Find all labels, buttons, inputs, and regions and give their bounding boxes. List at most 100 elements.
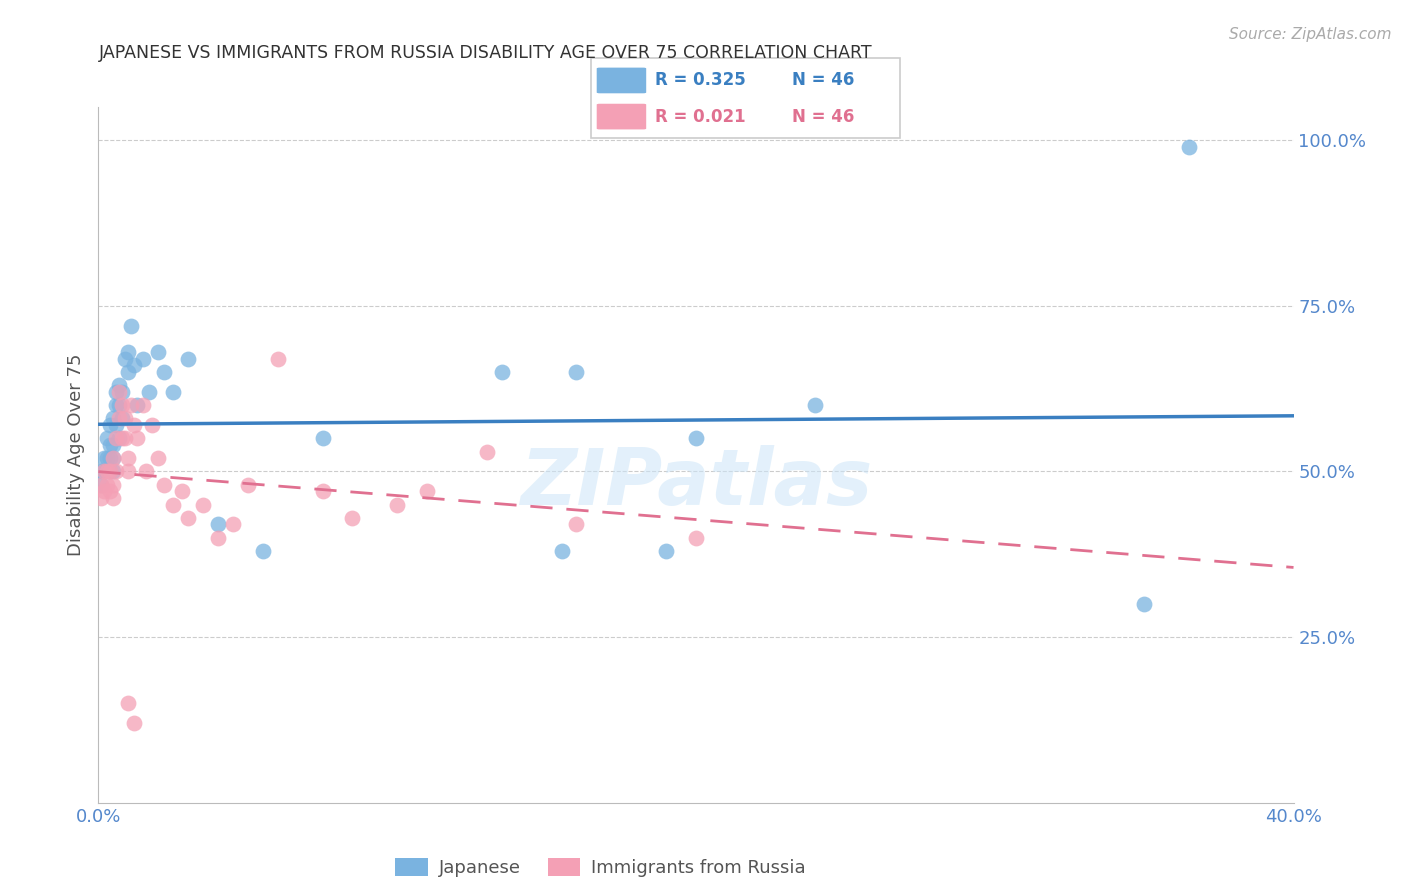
Point: [153, 477, 176, 491]
Point: [550, 544, 572, 558]
Point: [98, 418, 122, 433]
Point: [124, 418, 146, 433]
Point: [96, 431, 118, 445]
Point: [148, 451, 170, 466]
Point: [124, 716, 146, 731]
Point: [252, 544, 274, 558]
Point: [117, 697, 139, 711]
Point: [1178, 140, 1201, 154]
Point: [96, 451, 118, 466]
Point: [655, 544, 678, 558]
Point: [111, 411, 134, 425]
Point: [132, 351, 155, 366]
Point: [105, 398, 128, 412]
Point: [804, 398, 827, 412]
Point: [117, 365, 139, 379]
Point: [117, 345, 139, 359]
Point: [96, 465, 118, 479]
Point: [98, 451, 122, 466]
Point: [222, 517, 245, 532]
Point: [93, 465, 115, 479]
Point: [103, 451, 125, 466]
Text: R = 0.021: R = 0.021: [655, 108, 747, 126]
Point: [117, 465, 139, 479]
Point: [138, 384, 160, 399]
Point: [685, 431, 707, 445]
Point: [177, 351, 200, 366]
Point: [90, 477, 112, 491]
Point: [93, 451, 115, 466]
Text: N = 46: N = 46: [792, 71, 853, 89]
Point: [135, 465, 157, 479]
Point: [103, 438, 125, 452]
Point: [108, 384, 131, 399]
Point: [103, 491, 125, 505]
Point: [127, 431, 149, 445]
Point: [207, 517, 229, 532]
Point: [127, 398, 149, 412]
Point: [124, 359, 146, 373]
Point: [111, 431, 134, 445]
Text: R = 0.325: R = 0.325: [655, 71, 747, 89]
Point: [105, 465, 128, 479]
Point: [103, 451, 125, 466]
Text: JAPANESE VS IMMIGRANTS FROM RUSSIA DISABILITY AGE OVER 75 CORRELATION CHART: JAPANESE VS IMMIGRANTS FROM RUSSIA DISAB…: [98, 45, 872, 62]
Point: [148, 345, 170, 359]
Point: [114, 351, 136, 366]
Point: [98, 484, 122, 499]
FancyBboxPatch shape: [596, 68, 647, 94]
Point: [108, 431, 131, 445]
Point: [685, 531, 707, 545]
Point: [162, 498, 184, 512]
Point: [90, 491, 112, 505]
Point: [565, 365, 588, 379]
Point: [117, 451, 139, 466]
Point: [114, 431, 136, 445]
Text: N = 46: N = 46: [792, 108, 853, 126]
Point: [105, 384, 128, 399]
Point: [90, 465, 112, 479]
Point: [96, 465, 118, 479]
Point: [93, 465, 115, 479]
Point: [98, 465, 122, 479]
Legend: Japanese, Immigrants from Russia: Japanese, Immigrants from Russia: [388, 850, 813, 884]
Point: [103, 477, 125, 491]
Point: [416, 484, 439, 499]
Point: [153, 365, 176, 379]
FancyBboxPatch shape: [596, 103, 647, 129]
Text: Source: ZipAtlas.com: Source: ZipAtlas.com: [1229, 27, 1392, 42]
Point: [132, 398, 155, 412]
Text: ZIPatlas: ZIPatlas: [520, 445, 872, 521]
Point: [207, 531, 229, 545]
Point: [111, 398, 134, 412]
Point: [342, 511, 364, 525]
Point: [103, 465, 125, 479]
Point: [191, 498, 214, 512]
Point: [96, 477, 118, 491]
Point: [267, 351, 290, 366]
Point: [311, 484, 333, 499]
Point: [475, 444, 498, 458]
Point: [98, 438, 122, 452]
Point: [162, 384, 184, 399]
Point: [311, 431, 333, 445]
Point: [177, 511, 200, 525]
Point: [114, 411, 136, 425]
Y-axis label: Disability Age Over 75: Disability Age Over 75: [66, 353, 84, 557]
Point: [108, 398, 131, 412]
Point: [105, 418, 128, 433]
Point: [98, 465, 122, 479]
Point: [90, 477, 112, 491]
Point: [491, 365, 513, 379]
Point: [108, 411, 131, 425]
Point: [93, 484, 115, 499]
Point: [565, 517, 588, 532]
Point: [385, 498, 409, 512]
Point: [120, 318, 142, 333]
Point: [103, 411, 125, 425]
Point: [172, 484, 194, 499]
Point: [105, 431, 128, 445]
Point: [108, 378, 131, 392]
Point: [141, 418, 163, 433]
Point: [236, 477, 259, 491]
